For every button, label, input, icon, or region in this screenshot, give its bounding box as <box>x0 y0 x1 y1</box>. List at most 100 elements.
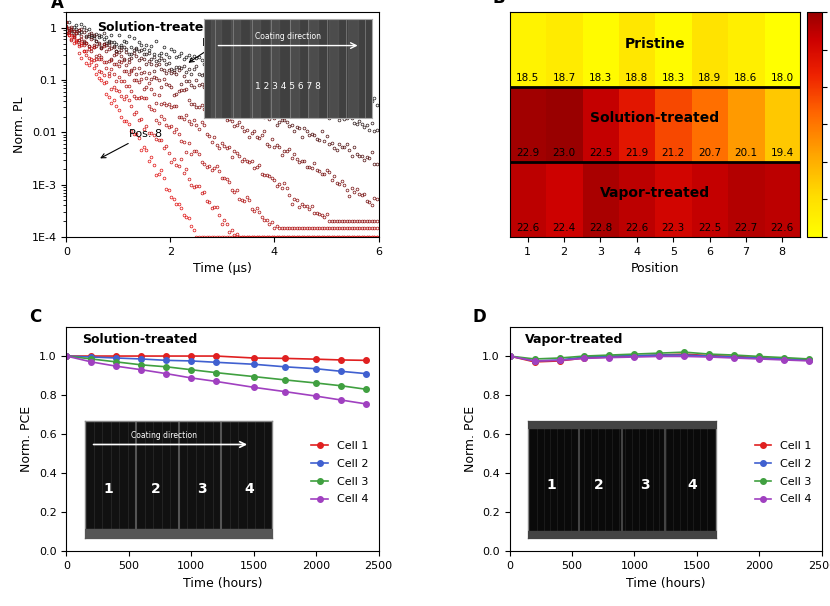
Text: 22.6: 22.6 <box>625 223 648 233</box>
Cell 2 <box>730 353 740 361</box>
Cell 1 <box>111 353 121 360</box>
Cell 4 <box>754 355 764 362</box>
Cell 2 <box>336 368 346 375</box>
Cell 2 <box>311 365 321 372</box>
Cell 4 <box>86 358 96 365</box>
Text: 22.6: 22.6 <box>516 223 540 233</box>
Cell 1 <box>604 353 614 361</box>
Cell 1 <box>336 356 346 364</box>
Cell 4 <box>505 353 515 360</box>
Cell 2 <box>505 353 515 360</box>
Cell 3 <box>361 385 371 393</box>
Text: 22.6: 22.6 <box>771 223 794 233</box>
Cell 4 <box>554 357 564 364</box>
Cell 2 <box>754 355 764 362</box>
Text: Pristine: Pristine <box>625 36 686 50</box>
Y-axis label: Norm. PCE: Norm. PCE <box>21 406 33 472</box>
Cell 1 <box>86 353 96 360</box>
Text: 19.4: 19.4 <box>771 148 794 158</box>
Text: 23.0: 23.0 <box>553 148 576 158</box>
Text: 22.9: 22.9 <box>516 148 540 158</box>
Line: Cell 3: Cell 3 <box>64 353 369 392</box>
Cell 4 <box>249 384 259 391</box>
Cell 1 <box>61 353 71 360</box>
Text: 22.4: 22.4 <box>553 223 576 233</box>
Cell 4 <box>654 353 664 360</box>
X-axis label: Time (hours): Time (hours) <box>626 577 706 590</box>
Cell 4 <box>530 358 540 365</box>
Text: Solution-treated: Solution-treated <box>590 112 720 125</box>
Cell 2 <box>361 370 371 378</box>
Cell 2 <box>86 353 96 361</box>
Cell 4 <box>705 353 715 361</box>
Cell 4 <box>211 378 221 385</box>
Cell 3 <box>311 379 321 387</box>
Cell 4 <box>136 366 146 373</box>
Text: Solution-treated: Solution-treated <box>98 21 212 34</box>
Text: 20.1: 20.1 <box>735 148 758 158</box>
Text: A: A <box>51 0 64 12</box>
Cell 3 <box>211 369 221 376</box>
Text: 22.7: 22.7 <box>735 223 758 233</box>
Cell 3 <box>280 376 290 384</box>
Cell 2 <box>680 351 690 359</box>
Cell 1 <box>804 356 814 364</box>
Text: 18.6: 18.6 <box>735 73 758 83</box>
X-axis label: Time (hours): Time (hours) <box>183 577 262 590</box>
Text: Vapor-treated: Vapor-treated <box>600 187 710 201</box>
Cell 3 <box>86 355 96 362</box>
Cell 2 <box>161 357 171 364</box>
Cell 2 <box>604 353 614 360</box>
Cell 3 <box>579 353 589 360</box>
Cell 1 <box>530 358 540 365</box>
Cell 4 <box>779 356 789 364</box>
Cell 2 <box>61 353 71 360</box>
Cell 3 <box>730 351 740 359</box>
Text: 22.8: 22.8 <box>588 223 612 233</box>
Cell 2 <box>554 356 564 364</box>
Cell 1 <box>505 353 515 360</box>
Text: Solution-treated: Solution-treated <box>82 333 198 347</box>
Cell 3 <box>779 354 789 361</box>
Cell 2 <box>211 359 221 366</box>
Cell 4 <box>161 370 171 378</box>
Cell 3 <box>336 382 346 390</box>
Text: 18.0: 18.0 <box>771 73 793 83</box>
Text: 18.9: 18.9 <box>698 73 721 83</box>
Cell 2 <box>136 355 146 362</box>
Cell 2 <box>779 355 789 362</box>
Cell 3 <box>505 353 515 360</box>
Cell 4 <box>186 375 196 382</box>
Text: 18.7: 18.7 <box>553 73 576 83</box>
Cell 1 <box>754 354 764 361</box>
Line: Cell 3: Cell 3 <box>507 350 812 362</box>
Cell 1 <box>705 352 715 359</box>
Cell 3 <box>111 358 121 365</box>
Cell 3 <box>654 350 664 357</box>
Cell 3 <box>530 355 540 362</box>
Y-axis label: Norm. PCE: Norm. PCE <box>464 406 476 472</box>
Cell 1 <box>161 353 171 360</box>
Cell 2 <box>705 353 715 360</box>
Cell 4 <box>579 355 589 362</box>
Cell 4 <box>311 393 321 400</box>
Cell 3 <box>604 351 614 359</box>
Cell 3 <box>136 361 146 368</box>
Line: Cell 1: Cell 1 <box>507 351 812 365</box>
Cell 2 <box>249 361 259 368</box>
Legend: Cell 1, Cell 2, Cell 3, Cell 4: Cell 1, Cell 2, Cell 3, Cell 4 <box>750 437 816 509</box>
Cell 2 <box>280 363 290 370</box>
Cell 4 <box>61 353 71 360</box>
Cell 3 <box>754 353 764 360</box>
Text: 18.3: 18.3 <box>662 73 685 83</box>
Text: 18.3: 18.3 <box>588 73 612 83</box>
Cell 4 <box>280 388 290 395</box>
Text: Pos. 1: Pos. 1 <box>189 38 235 62</box>
Text: 21.9: 21.9 <box>625 148 648 158</box>
Line: Cell 1: Cell 1 <box>64 353 369 363</box>
Cell 2 <box>579 353 589 361</box>
Cell 3 <box>161 363 171 370</box>
Cell 3 <box>61 353 71 360</box>
Cell 3 <box>804 355 814 362</box>
Text: 22.5: 22.5 <box>698 223 721 233</box>
